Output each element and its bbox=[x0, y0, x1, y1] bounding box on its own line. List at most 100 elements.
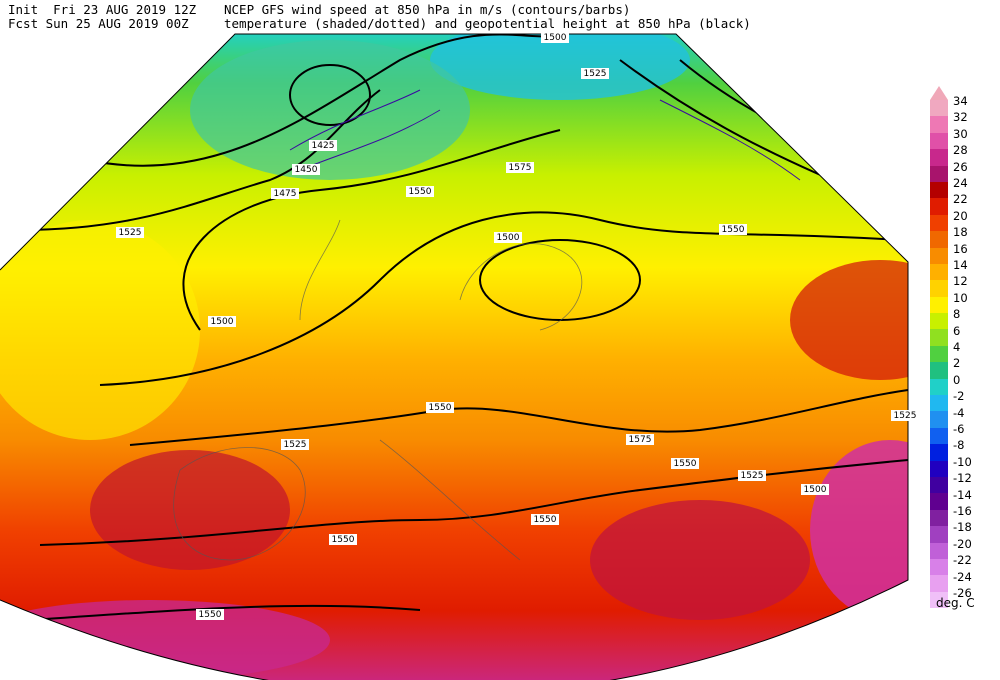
colorbar bbox=[930, 86, 948, 609]
height-label: 1425 bbox=[312, 141, 335, 151]
forecast-time: Fcst Sun 25 AUG 2019 00Z bbox=[8, 16, 189, 31]
colorbar-swatch bbox=[930, 198, 948, 215]
colorbar-label: 28 bbox=[953, 143, 968, 158]
height-label-box bbox=[292, 164, 320, 175]
height-label-box bbox=[738, 470, 766, 481]
colorbar-label: -14 bbox=[953, 487, 972, 502]
height-label: 1550 bbox=[429, 403, 452, 413]
colorbar-swatch bbox=[930, 132, 948, 150]
height-labels: 1500 1525 1425 1450 1475 1550 1525 1500 1575 1500… bbox=[116, 32, 919, 620]
colorbar-label: 22 bbox=[953, 192, 968, 207]
colorbar-unit: deg. C bbox=[936, 596, 975, 610]
colorbar-swatch bbox=[930, 165, 948, 182]
height-label-box bbox=[281, 439, 309, 450]
colorbar-swatch bbox=[930, 231, 948, 248]
colorbar-label: 30 bbox=[953, 126, 968, 141]
height-label: 1475 bbox=[274, 189, 297, 199]
height-label-box bbox=[719, 224, 747, 235]
colorbar-label: -22 bbox=[953, 553, 972, 568]
height-label-box bbox=[494, 232, 522, 243]
colorbar-label: -24 bbox=[953, 569, 972, 584]
height-label: 1550 bbox=[722, 225, 745, 235]
coastlines bbox=[173, 219, 583, 561]
header-line-1: Init Fri 23 AUG 2019 12Z NCEP GFS wind sp… bbox=[8, 3, 630, 17]
colorbar-swatch bbox=[930, 345, 948, 363]
height-label-box bbox=[626, 434, 654, 445]
colorbar-label: 24 bbox=[953, 176, 968, 190]
colorbar-swatch bbox=[930, 575, 948, 592]
title-line-1: NCEP GFS wind speed at 850 hPa in m/s (c… bbox=[224, 2, 631, 17]
height-label: 1550 bbox=[409, 187, 432, 197]
colorbar-swatch bbox=[930, 329, 948, 346]
colorbar-label: 20 bbox=[953, 208, 968, 223]
height-label-box bbox=[208, 316, 236, 327]
map-frame bbox=[0, 33, 909, 680]
init-time: Init Fri 23 AUG 2019 12Z bbox=[8, 2, 197, 17]
colorbar-label: -16 bbox=[953, 504, 972, 518]
colorbar-swatch bbox=[930, 526, 948, 543]
colorbar-swatch bbox=[930, 558, 948, 576]
height-label-box bbox=[541, 32, 569, 43]
colorbar-label: 14 bbox=[953, 258, 968, 272]
colorbar-label: -20 bbox=[953, 536, 972, 551]
colorbar-label: 4 bbox=[953, 340, 961, 354]
colorbar-swatch bbox=[930, 362, 948, 379]
colorbar-label: 34 bbox=[953, 94, 968, 108]
height-label: 1525 bbox=[741, 471, 764, 481]
height-label: 1550 bbox=[674, 459, 697, 469]
colorbar-label: -6 bbox=[953, 422, 965, 436]
colorbar-swatch bbox=[930, 296, 948, 314]
colorbar-label: -18 bbox=[953, 520, 972, 535]
height-label-box bbox=[671, 458, 699, 469]
height-label-box bbox=[309, 140, 337, 151]
height-label-box bbox=[506, 162, 534, 173]
height-label: 1575 bbox=[629, 435, 652, 445]
colorbar-label: 12 bbox=[953, 274, 968, 289]
colorbar-swatch bbox=[930, 116, 948, 133]
colorbar-swatch bbox=[930, 313, 948, 330]
colorbar-swatch bbox=[930, 395, 948, 412]
colorbar-swatch bbox=[930, 100, 948, 117]
height-label: 1500 bbox=[804, 485, 827, 495]
height-label: 1525 bbox=[584, 69, 607, 79]
height-label-box bbox=[531, 514, 559, 525]
colorbar-top-arrow bbox=[930, 86, 948, 100]
height-label: 1500 bbox=[497, 233, 520, 243]
height-label-box bbox=[426, 402, 454, 413]
colorbar-swatch bbox=[930, 149, 948, 166]
colorbar-swatch bbox=[930, 378, 948, 396]
colorbar-label: 26 bbox=[953, 159, 968, 174]
colorbar-label: 16 bbox=[953, 241, 968, 256]
colorbar-label: 32 bbox=[953, 110, 968, 125]
colorbar-swatch bbox=[930, 493, 948, 510]
colorbar-swatch bbox=[930, 444, 948, 461]
colorbar-swatch bbox=[930, 427, 948, 445]
height-label-box bbox=[196, 609, 224, 620]
colorbar-swatch bbox=[930, 280, 948, 297]
colorbar-label: 2 bbox=[953, 356, 961, 371]
height-label: 1525 bbox=[119, 228, 142, 238]
colorbar-label: 18 bbox=[953, 225, 968, 240]
colorbar-swatch bbox=[930, 181, 948, 199]
height-label: 1525 bbox=[894, 411, 917, 421]
height-label: 1500 bbox=[211, 317, 234, 327]
colorbar-swatch bbox=[930, 509, 948, 527]
wind-speed-contours bbox=[289, 89, 801, 181]
height-label: 1550 bbox=[534, 515, 557, 525]
colorbar-label: -26 bbox=[953, 586, 972, 600]
height-label: 1450 bbox=[295, 165, 318, 175]
colorbar-swatch bbox=[930, 263, 948, 281]
title-line-2: temperature (shaded/dotted) and geopoten… bbox=[224, 16, 751, 31]
colorbar-swatch bbox=[930, 214, 948, 232]
colorbar-label: 0 bbox=[953, 372, 961, 387]
colorbar-label: -10 bbox=[953, 454, 972, 469]
colorbar-swatch bbox=[930, 591, 948, 609]
colorbar-swatch bbox=[930, 247, 948, 264]
header-line-2: Fcst Sun 25 AUG 2019 00Z temperature (sha… bbox=[8, 17, 751, 31]
temperature-field bbox=[0, 34, 908, 680]
height-label: 1550 bbox=[332, 535, 355, 545]
height-label-box bbox=[581, 68, 609, 79]
colorbar-label: 10 bbox=[953, 290, 968, 305]
colorbar-label: -8 bbox=[953, 438, 965, 453]
height-label-box bbox=[329, 534, 357, 545]
